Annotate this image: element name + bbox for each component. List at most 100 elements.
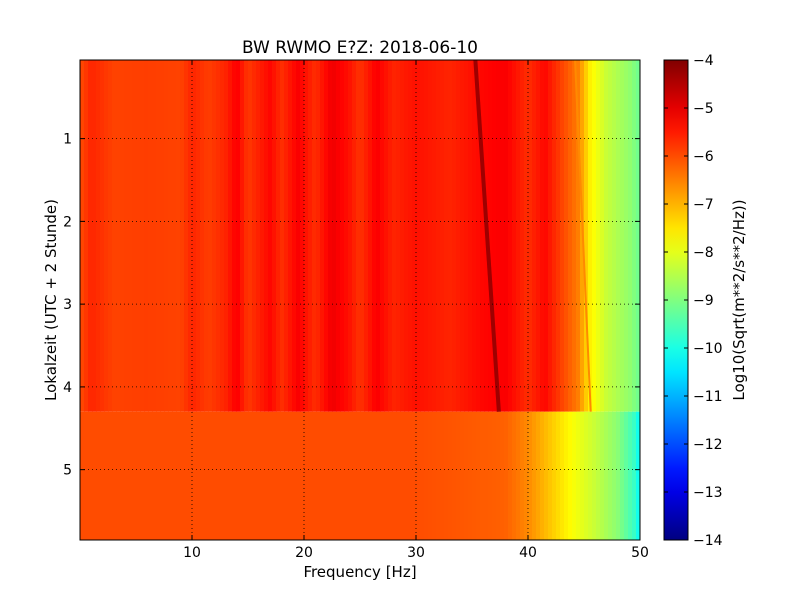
heatmap-cell-upper xyxy=(572,60,577,412)
spectral-line xyxy=(473,60,501,412)
heatmap-cell-lower xyxy=(396,411,401,540)
heatmap-cell-lower xyxy=(584,411,589,540)
heatmap-cell-lower xyxy=(600,411,605,540)
heatmap-cell-lower xyxy=(604,411,609,540)
heatmap-cell-lower xyxy=(272,411,277,540)
heatmap-cell-upper xyxy=(272,60,277,412)
heatmap-cell-upper xyxy=(184,60,189,412)
heatmap-cell-lower xyxy=(420,411,425,540)
heatmap-cell-lower xyxy=(596,411,601,540)
heatmap-cell-upper xyxy=(388,60,393,412)
heatmap-cell-upper xyxy=(444,60,449,412)
heatmap-cell-upper xyxy=(288,60,293,412)
heatmap-cell-upper xyxy=(304,60,309,412)
heatmap-cell-lower xyxy=(312,411,317,540)
heatmap-cell-lower xyxy=(612,411,617,540)
heatmap-cell-upper xyxy=(564,60,569,412)
heatmap-cell-lower xyxy=(208,411,213,540)
heatmap-cell-upper xyxy=(376,60,381,412)
heatmap-cell-upper xyxy=(432,60,437,412)
heatmap-cell-upper xyxy=(536,60,541,412)
heatmap-cell-lower xyxy=(468,411,473,540)
heatmap-cell-lower xyxy=(540,411,545,540)
heatmap-cell-lower xyxy=(276,411,281,540)
y-tick-label: 3 xyxy=(63,297,72,313)
heatmap-cell-upper xyxy=(384,60,389,412)
heatmap-cell-lower xyxy=(368,411,373,540)
heatmap-cell-upper xyxy=(336,60,341,412)
heatmap-cell-upper xyxy=(132,60,137,412)
heatmap-cell-upper xyxy=(400,60,405,412)
heatmap-cell-lower xyxy=(460,411,465,540)
heatmap-cell-upper xyxy=(452,60,457,412)
heatmap-cell-upper xyxy=(556,60,561,412)
heatmap-cell-upper xyxy=(128,60,133,412)
heatmap-cell-lower xyxy=(248,411,253,540)
heatmap-cell-lower xyxy=(228,411,233,540)
heatmap-cell-lower xyxy=(552,411,557,540)
heatmap-cell-lower xyxy=(132,411,137,540)
heatmap-cell-lower xyxy=(616,411,621,540)
heatmap-cell-upper xyxy=(604,60,609,412)
heatmap-cell-lower xyxy=(128,411,133,540)
heatmap-cell-upper xyxy=(120,60,125,412)
colorbar-label: Log10(Sqrt(m**2/s**2/Hz)) xyxy=(730,199,748,400)
heatmap-cell-upper xyxy=(232,60,237,412)
heatmap-cell-lower xyxy=(344,411,349,540)
heatmap-cell-lower xyxy=(216,411,221,540)
heatmap-cell-lower xyxy=(452,411,457,540)
heatmap-cell-upper xyxy=(504,60,509,412)
heatmap-cell-upper xyxy=(176,60,181,412)
heatmap-cell-lower xyxy=(528,411,533,540)
heatmap-cell-lower xyxy=(496,411,501,540)
heatmap-cell-lower xyxy=(512,411,517,540)
heatmap-cell-upper xyxy=(516,60,521,412)
heatmap-cell-upper xyxy=(280,60,285,412)
heatmap-cell-lower xyxy=(252,411,257,540)
heatmap-cell-lower xyxy=(332,411,337,540)
heatmap-cell-upper xyxy=(236,60,241,412)
colorbar-tick-label: −8 xyxy=(693,245,714,261)
heatmap-cell-upper xyxy=(144,60,149,412)
heatmap-cell-lower xyxy=(292,411,297,540)
heatmap-cell-lower xyxy=(296,411,301,540)
heatmap-cell-lower xyxy=(200,411,205,540)
heatmap-cell-lower xyxy=(436,411,441,540)
heatmap-cell-lower xyxy=(628,411,633,540)
heatmap-cell-upper xyxy=(296,60,301,412)
heatmap-cell-upper xyxy=(156,60,161,412)
heatmap-cell-upper xyxy=(240,60,245,412)
heatmap-cell-lower xyxy=(232,411,237,540)
heatmap-cell-lower xyxy=(108,411,113,540)
heatmap-cell-lower xyxy=(632,411,637,540)
heatmap-cell-lower xyxy=(124,411,129,540)
heatmap-cell-upper xyxy=(332,60,337,412)
heatmap-cell-lower xyxy=(456,411,461,540)
heatmap-cell-lower xyxy=(340,411,345,540)
heatmap-cell-lower xyxy=(492,411,497,540)
heatmap-cell-upper xyxy=(488,60,493,412)
heatmap-cell-upper xyxy=(312,60,317,412)
y-tick-label: 2 xyxy=(63,214,72,230)
heatmap-cell-upper xyxy=(460,60,465,412)
heatmap-cell-upper xyxy=(320,60,325,412)
heatmap-cell-lower xyxy=(424,411,429,540)
heatmap-cell-upper xyxy=(160,60,165,412)
heatmap-cell-lower xyxy=(268,411,273,540)
heatmap-cell-upper xyxy=(196,60,201,412)
heatmap-cell-upper xyxy=(244,60,249,412)
heatmap-cell-lower xyxy=(488,411,493,540)
heatmap-cell-upper xyxy=(344,60,349,412)
heatmap-cell-upper xyxy=(548,60,553,412)
heatmap-cell-lower xyxy=(168,411,173,540)
heatmap-cell-upper xyxy=(212,60,217,412)
heatmap-cell-upper xyxy=(348,60,353,412)
heatmap-cell-upper xyxy=(88,60,93,412)
heatmap-cell-lower xyxy=(364,411,369,540)
heatmap-cell-lower xyxy=(464,411,469,540)
heatmap-cell-lower xyxy=(288,411,293,540)
heatmap-cell-lower xyxy=(212,411,217,540)
heatmap-cell-upper xyxy=(276,60,281,412)
heatmap-cell-lower xyxy=(568,411,573,540)
